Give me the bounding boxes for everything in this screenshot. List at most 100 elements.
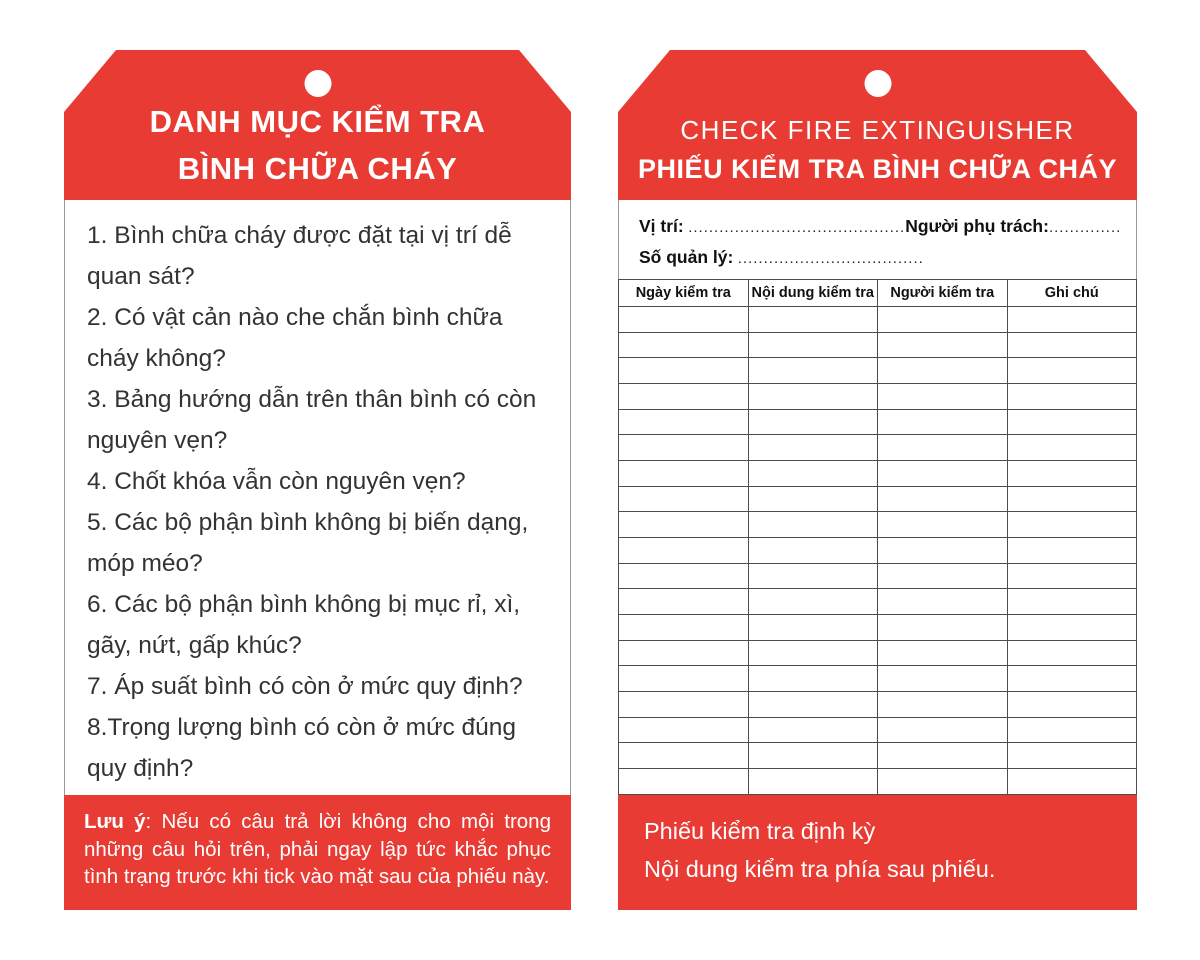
title-english: CHECK FIRE EXTINGUISHER [680,115,1075,145]
table-cell-empty [747,768,878,795]
table-row [618,768,1137,795]
table-cell-empty [877,460,1008,487]
table-cell-empty [747,331,878,359]
form-fields: Vị trí: ................................… [619,200,1136,268]
table-row [618,691,1137,718]
table-cell-empty [618,485,749,513]
table-cell-empty [1006,537,1137,564]
table-cell-empty [1006,742,1137,770]
table-row [618,665,1137,693]
table-cell-empty [747,383,878,410]
table-cell-empty [747,614,878,641]
table-row [618,537,1137,564]
inspection-table: Ngày kiểm tra Nội dung kiểm tra Người kiểm… [618,279,1137,795]
checklist: 1. Bình chữa cháy được đặt tại vị trí dễ… [65,200,570,789]
location-field: Vị trí: ................................… [639,216,905,237]
table-row [618,408,1137,436]
form-body: Vị trí: ................................… [618,200,1137,795]
table-cell-empty [1006,434,1137,462]
table-cell-empty [618,511,749,539]
checklist-item: 5. Các bộ phận bình không bị biến dạng, … [87,509,529,577]
note-body: : Nếu có câu trả lời không cho mội trong… [84,810,551,888]
form-footer-text: Phiếu kiểm tra định kỳ Nội dung kiểm tra… [618,795,1137,888]
table-cell-empty [877,588,1008,616]
table-cell-empty [618,716,749,744]
table-cell-empty [747,460,878,487]
table-cell-empty [1006,716,1137,744]
table-cell-empty [877,408,1008,436]
table-cell-empty [618,588,749,616]
title-line-2: BÌNH CHỮA CHÁY [177,151,458,186]
table-cell-empty [877,511,1008,539]
table-cell-empty [877,768,1008,795]
punch-hole-icon [864,70,891,97]
table-cell-empty [747,485,878,513]
table-cell-empty [1006,665,1137,693]
table-cell-empty [877,357,1008,385]
table-row [618,460,1137,487]
footer-line-2: Nội dung kiểm tra phía sau phiếu. [644,856,996,882]
checklist-item: 6. Các bộ phận bình không bị mục rỉ, xì,… [87,591,521,659]
table-cell-empty [618,691,749,718]
table-cell-empty [877,716,1008,744]
table-cell-empty [747,665,878,693]
checklist-item: 7. Áp suất bình có còn ở mức quy định? [87,673,523,700]
note-label: Lưu ý [84,810,146,833]
table-column-header: Ghi chú [1006,279,1137,307]
table-cell-empty [747,716,878,744]
table-cell-empty [618,639,749,667]
checklist-item: 3. Bảng hướng dẫn trên thân bình có còn … [87,386,537,454]
table-cell-empty [877,383,1008,410]
table-cell-empty [618,331,749,359]
footer-line-1: Phiếu kiểm tra định kỳ [644,818,876,844]
table-cell-empty [877,485,1008,513]
table-row [618,742,1137,770]
table-cell-empty [1006,691,1137,718]
checklist-tag-header: DANH MỤC KIỂM TRA BÌNH CHỮA CHÁY [64,50,571,200]
table-cell-empty [747,742,878,770]
table-cell-empty [877,691,1008,718]
table-row [618,434,1137,462]
table-column-header: Nội dung kiểm tra [747,279,878,307]
table-header-row: Ngày kiểm tra Nội dung kiểm tra Người kiểm… [618,279,1137,307]
table-cell-empty [1006,511,1137,539]
table-cell-empty [1006,460,1137,487]
table-cell-empty [618,306,749,333]
table-cell-empty [618,665,749,693]
note-text: Lưu ý: Nếu có câu trả lời không cho mội … [64,795,571,891]
table-cell-empty [1006,306,1137,333]
table-row [618,331,1137,359]
checklist-item: 8.Trọng lượng bình có còn ở mức đúng quy… [87,714,517,782]
table-cell-empty [877,331,1008,359]
table-cell-empty [618,742,749,770]
table-column-header: Ngày kiểm tra [618,279,749,307]
location-label: Vị trí: [639,216,684,236]
table-cell-empty [747,639,878,667]
table-cell-empty [618,357,749,385]
table-cell-empty [877,434,1008,462]
checklist-item: 1. Bình chữa cháy được đặt tại vị trí dễ… [87,222,512,290]
table-cell-empty [877,306,1008,333]
table-cell-empty [877,562,1008,590]
location-fill-line: ........................................… [688,219,906,236]
title-line-1: DANH MỤC KIỂM TRA [149,104,486,139]
checklist-tag: DANH MỤC KIỂM TRA BÌNH CHỮA CHÁY 1. Bình… [64,50,571,910]
table-cell-empty [1006,768,1137,795]
field-row-1: Vị trí: ................................… [639,216,1120,237]
table-cell-empty [747,691,878,718]
checklist-item: 2. Có vật cản nào che chắn bình chữa chá… [87,304,503,372]
form-tag-title: CHECK FIRE EXTINGUISHER PHIẾU KIỂM TRA B… [638,112,1117,200]
checklist-body: 1. Bình chữa cháy được đặt tại vị trí dễ… [64,200,571,795]
table-cell-empty [747,434,878,462]
table-row [618,485,1137,513]
code-label: Số quản lý: [639,247,734,267]
checklist-tag-title: DANH MỤC KIỂM TRA BÌNH CHỮA CHÁY [150,98,486,200]
table-cell-empty [1006,357,1137,385]
table-cell-empty [747,357,878,385]
code-field: Số quản lý: ............................… [639,247,924,268]
table-row [618,716,1137,744]
table-cell-empty [618,460,749,487]
table-cell-empty [1006,639,1137,667]
inspection-table-wrap: Ngày kiểm tra Nội dung kiểm tra Người kiểm… [618,279,1137,795]
table-cell-empty [747,408,878,436]
